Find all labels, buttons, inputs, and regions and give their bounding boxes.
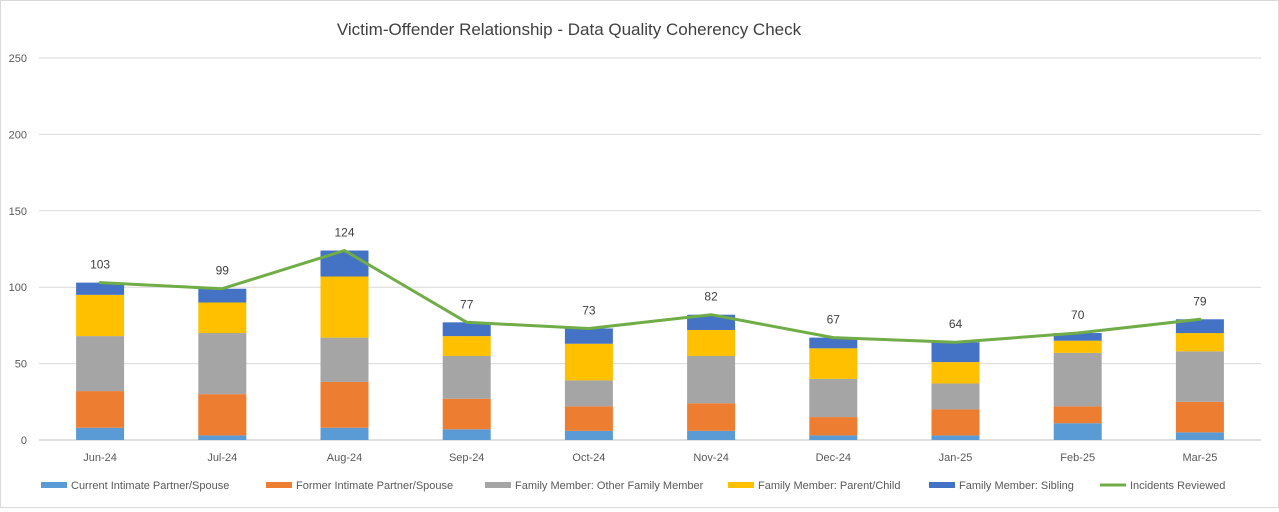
bar-segment [442,398,491,430]
bar-segment [809,337,858,349]
bar-segment [76,294,125,337]
bar-segment [1053,352,1102,407]
bar-segment [564,430,613,440]
bar-segment [809,348,858,379]
bar-segment [442,322,491,337]
data-label: 70 [1071,308,1085,322]
legend-swatch [41,482,67,488]
bar-segment [198,302,247,334]
bar-segment [442,355,491,399]
bar-segment [809,435,858,440]
x-tick-label: Oct-24 [572,452,605,464]
chart-title: Victim-Offender Relationship - Data Qual… [337,20,802,39]
data-label: 82 [704,290,718,304]
data-label: 79 [1193,294,1207,308]
bar-segment [442,429,491,440]
bar-segment [320,337,369,382]
y-tick-label: 150 [9,206,27,218]
bar-segment [76,282,125,295]
data-label: 67 [827,313,841,327]
bar-segment [198,435,247,440]
bar-segment [198,333,247,395]
x-tick-label: Feb-25 [1060,452,1095,464]
x-tick-label: Sep-24 [449,452,484,464]
bar-segment [931,409,980,436]
bar-segment [198,288,247,303]
bar-segment [687,314,736,330]
x-axis-ticks: Jun-24 Jul-24 Aug-24 Sep-24 Oct-24 Nov-24 Dec-… [83,452,1217,464]
series-line-incidents-reviewed [98,249,1202,344]
legend-swatch [728,482,754,488]
bar-segment [931,435,980,440]
bar-segment [320,276,369,338]
bar-segment [320,427,369,440]
bar-segment [931,383,980,410]
y-tick-label: 200 [9,129,27,141]
y-tick-label: 100 [9,282,27,294]
bar-segment [687,355,736,404]
x-tick-label: Mar-25 [1182,452,1217,464]
y-axis-ticks: 0 50 100 150 200 250 [9,53,27,447]
data-label: 103 [90,258,110,272]
x-tick-label: Dec-24 [816,452,851,464]
legend-label: Family Member: Other Family Member [515,480,704,492]
legend-label: Family Member: Sibling [959,480,1074,492]
bar-segment [809,378,858,418]
bar-segment [198,394,247,436]
data-label: 64 [949,317,963,331]
bar-segment [1175,351,1224,402]
x-tick-label: Aug-24 [327,452,362,464]
bar-segment [1175,333,1224,352]
data-label: 77 [460,297,474,311]
bar-segment [564,380,613,407]
legend-label: Former Intimate Partner/Spouse [296,480,453,492]
bar-segment [1053,423,1102,440]
bar-segment [1053,340,1102,353]
bar-segment [687,430,736,440]
x-tick-label: Nov-24 [693,452,728,464]
legend-swatch [929,482,955,488]
x-tick-label: Jan-25 [939,452,973,464]
bar-segment [1053,406,1102,424]
legend-swatch [485,482,511,488]
data-label: 73 [582,303,596,317]
bar-segment [76,336,125,392]
bar-segment [1053,333,1102,341]
bars [76,250,1224,440]
data-label: 124 [334,226,354,240]
bar-segment [442,336,491,356]
bar-segment [931,362,980,384]
legend-label: Incidents Reviewed [1130,480,1225,492]
legend-swatch [266,482,292,488]
bar-segment [564,328,613,344]
data-label: 99 [216,264,230,278]
bar-segment [687,329,736,356]
bar-segment [931,342,980,363]
bar-segment [1175,401,1224,433]
data-labels: 103 99 124 77 73 82 67 64 70 79 [90,226,1207,332]
bar-segment [564,406,613,431]
bar-segment [1175,432,1224,440]
y-tick-label: 0 [21,435,27,447]
incidents-line [98,249,1202,344]
y-tick-label: 50 [15,359,27,371]
bar-segment [564,343,613,381]
bar-segment [687,403,736,431]
x-tick-label: Jul-24 [207,452,237,464]
bar-segment [76,391,125,428]
legend: Current Intimate Partner/Spouse Former In… [41,480,1225,492]
bar-segment [809,417,858,436]
legend-label: Family Member: Parent/Child [758,480,900,492]
bar-segment [76,427,125,440]
bar-segment [320,381,369,428]
bar-segment [1175,319,1224,334]
legend-label: Current Intimate Partner/Spouse [71,480,229,492]
x-tick-label: Jun-24 [83,452,117,464]
y-tick-label: 250 [9,53,27,65]
